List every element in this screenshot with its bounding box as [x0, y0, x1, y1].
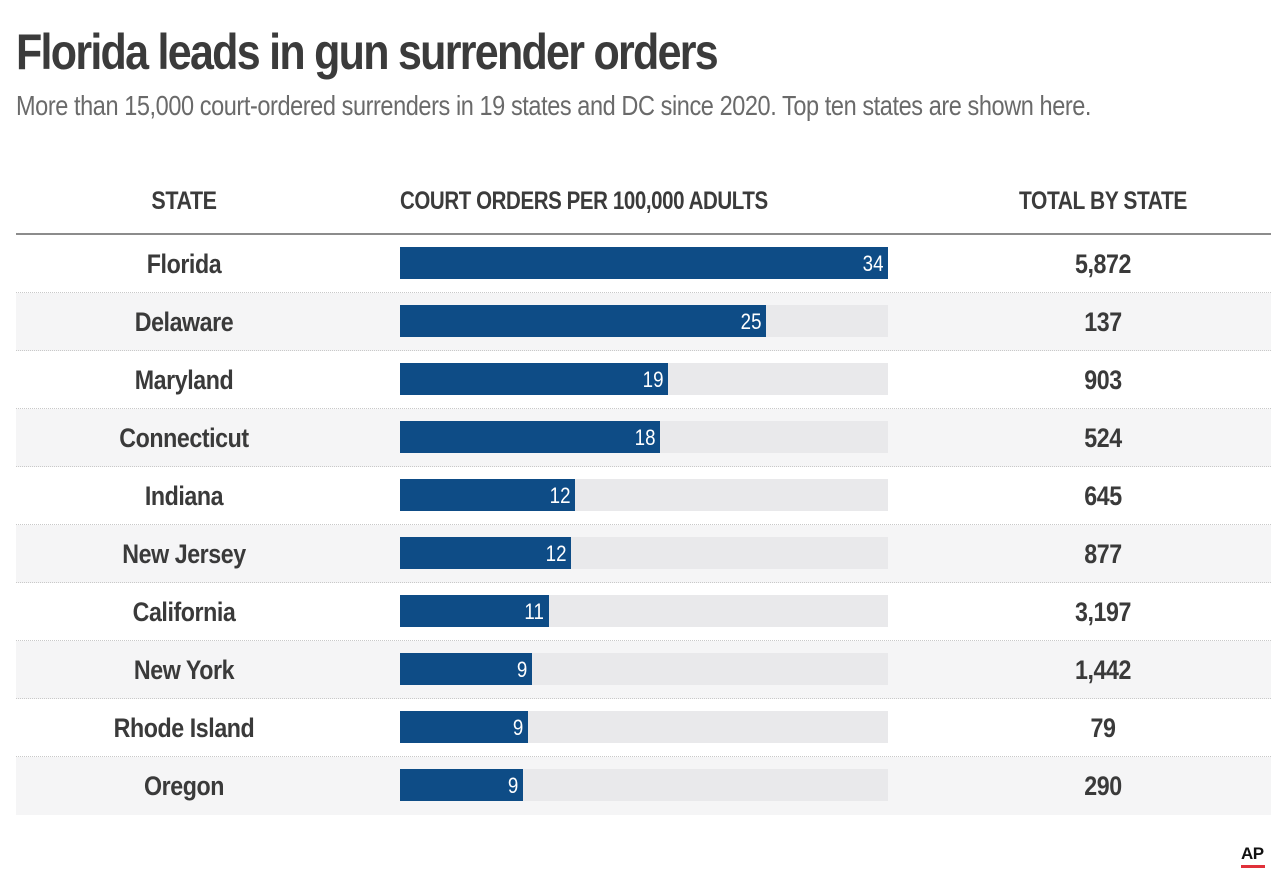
table-row: Delaware 25 137	[16, 293, 1271, 351]
table-row: Indiana 12 645	[16, 467, 1271, 525]
bar-track: 9	[400, 711, 888, 743]
state-label: California	[132, 597, 236, 627]
state-label: New Jersey	[122, 539, 246, 569]
bar: 25	[400, 305, 766, 337]
state-label: New York	[133, 655, 235, 685]
ap-logo: AP	[1241, 844, 1264, 863]
total-value: 3,197	[1075, 597, 1131, 627]
bar-value-label: 18	[634, 425, 655, 450]
total-value: 1,442	[1075, 655, 1131, 685]
bar-track: 9	[400, 653, 888, 685]
state-label: Rhode Island	[113, 713, 255, 743]
bar: 18	[400, 421, 660, 453]
bar-track: 19	[400, 363, 888, 395]
total-value: 645	[1084, 481, 1122, 511]
chart-rows: Florida 34 5,872 Delaware 25 137 Maryland 19 903…	[16, 235, 1271, 815]
bar: 9	[400, 769, 523, 801]
state-label: Oregon	[143, 771, 224, 801]
bar: 34	[400, 247, 888, 279]
bar: 12	[400, 537, 571, 569]
bar-track: 9	[400, 769, 888, 801]
bar: 11	[400, 595, 549, 627]
bar-value-label: 25	[740, 309, 761, 334]
bar: 9	[400, 711, 528, 743]
bar-value-label: 12	[545, 541, 566, 566]
chart-subtitle: More than 15,000 court-ordered surrender…	[16, 90, 1092, 121]
table-row: Florida 34 5,872	[16, 235, 1271, 293]
bar-track: 34	[400, 247, 888, 279]
bar-value-label: 19	[642, 367, 663, 392]
header-divider	[16, 233, 1271, 235]
column-header-rate: COURT ORDERS PER 100,000 ADULTS	[400, 187, 768, 215]
total-value: 524	[1084, 423, 1122, 453]
table-row: Rhode Island 9 79	[16, 699, 1271, 757]
bar-track: 11	[400, 595, 888, 627]
bar-track: 12	[400, 479, 888, 511]
state-label: Delaware	[134, 307, 234, 337]
table-row: Maryland 19 903	[16, 351, 1271, 409]
bar-value-label: 12	[549, 483, 570, 508]
state-label: Maryland	[134, 365, 234, 395]
bar-track: 18	[400, 421, 888, 453]
total-value: 137	[1084, 307, 1122, 337]
bar: 9	[400, 653, 532, 685]
bar: 12	[400, 479, 575, 511]
table-row: New York 9 1,442	[16, 641, 1271, 699]
table-row: California 11 3,197	[16, 583, 1271, 641]
state-label: Florida	[146, 249, 222, 279]
column-header-state: STATE	[151, 187, 217, 215]
bar-value-label: 34	[862, 251, 883, 276]
column-header-total: TOTAL BY STATE	[1019, 187, 1187, 215]
bar: 19	[400, 363, 668, 395]
state-label: Connecticut	[119, 423, 249, 453]
total-value: 79	[1090, 713, 1116, 743]
table-row: Oregon 9 290	[16, 757, 1271, 815]
ap-logo-underline	[1241, 865, 1265, 868]
chart-title: Florida leads in gun surrender orders	[16, 24, 719, 80]
table-row: New Jersey 12 877	[16, 525, 1271, 583]
bar-track: 12	[400, 537, 888, 569]
table-row: Connecticut 18 524	[16, 409, 1271, 467]
total-value: 877	[1084, 539, 1122, 569]
total-value: 903	[1084, 365, 1122, 395]
bar-value-label: 9	[516, 657, 527, 682]
bar-value-label: 9	[507, 773, 518, 798]
total-value: 5,872	[1075, 249, 1131, 279]
bar-value-label: 9	[512, 715, 523, 740]
bar-track: 25	[400, 305, 888, 337]
bar-value-label: 11	[524, 599, 544, 624]
state-label: Indiana	[144, 481, 224, 511]
total-value: 290	[1084, 771, 1122, 801]
